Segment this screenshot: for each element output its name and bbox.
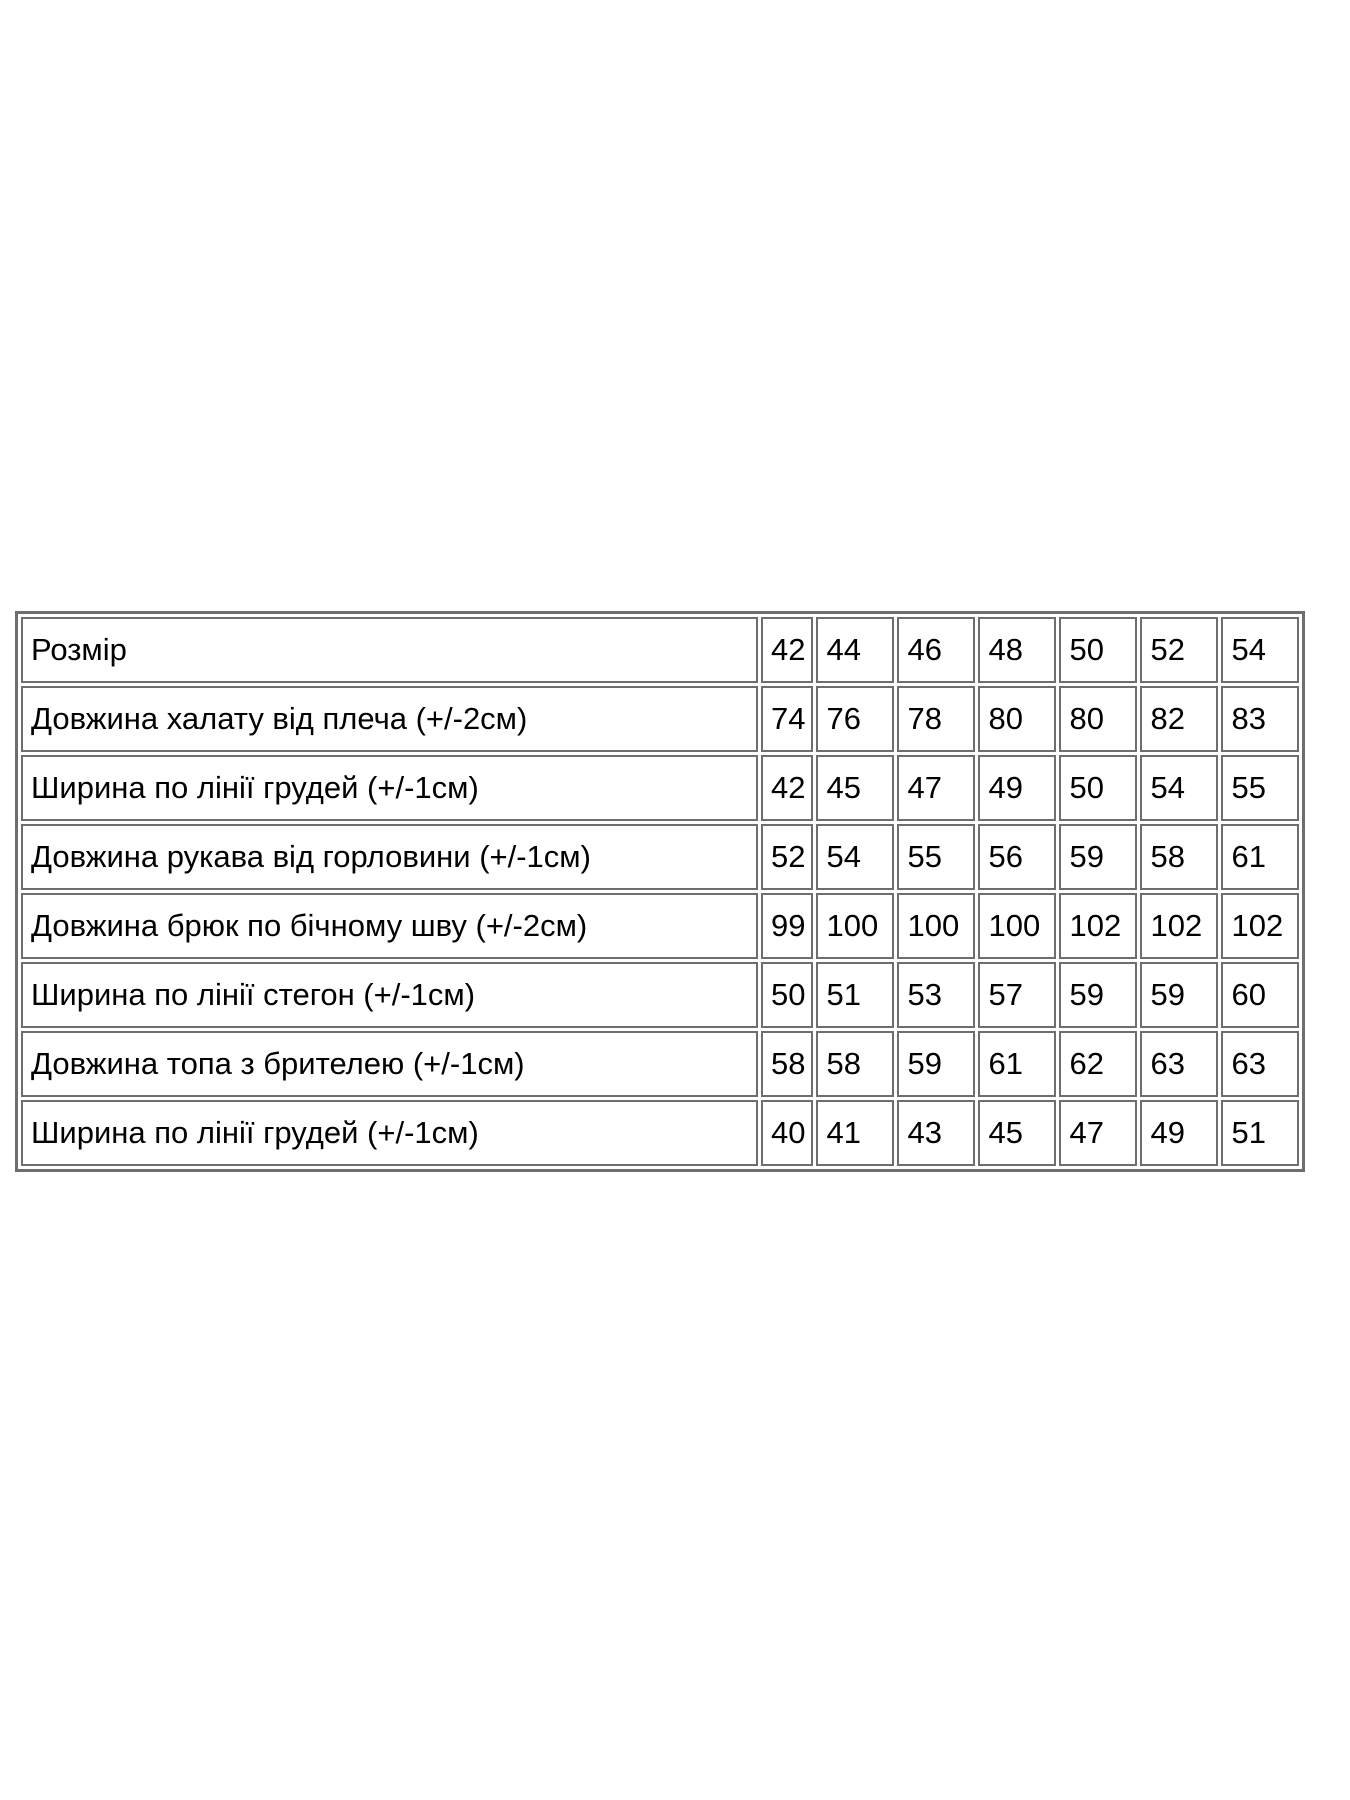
value-cell: 63 [1140,1031,1219,1097]
table-row-sleeve-length: Довжина рукава від горловини (+/-1см) 52… [21,824,1300,890]
row-label-top-length: Довжина топа з брителею (+/-1см) [21,1031,758,1097]
value-cell: 58 [1140,824,1219,890]
value-cell: 100 [978,893,1057,959]
value-cell: 45 [978,1100,1057,1166]
value-cell: 102 [1059,893,1138,959]
value-cell: 50 [761,962,814,1028]
value-cell: 62 [1059,1031,1138,1097]
value-cell: 76 [816,686,895,752]
value-cell: 60 [1221,962,1300,1028]
value-cell: 59 [1059,962,1138,1028]
row-label-robe-length: Довжина халату від плеча (+/-2см) [21,686,758,752]
value-cell: 50 [1059,755,1138,821]
row-label-sleeve-length: Довжина рукава від горловини (+/-1см) [21,824,758,890]
value-cell: 99 [761,893,814,959]
value-cell: 49 [1140,1100,1219,1166]
value-cell: 48 [978,617,1057,683]
row-label-size: Розмір [21,617,758,683]
value-cell: 42 [761,617,814,683]
value-cell: 59 [1059,824,1138,890]
value-cell: 51 [1221,1100,1300,1166]
table-row-top-chest-width: Ширина по лінії грудей (+/-1см) 40 41 43… [21,1100,1300,1166]
table-row-size: Розмір 42 44 46 48 50 52 54 [21,617,1300,683]
value-cell: 100 [897,893,976,959]
value-cell: 44 [816,617,895,683]
row-label-pants-length: Довжина брюк по бічному шву (+/-2см) [21,893,758,959]
value-cell: 40 [761,1100,814,1166]
value-cell: 80 [978,686,1057,752]
value-cell: 102 [1140,893,1219,959]
value-cell: 49 [978,755,1057,821]
value-cell: 63 [1221,1031,1300,1097]
value-cell: 51 [816,962,895,1028]
value-cell: 58 [761,1031,814,1097]
value-cell: 45 [816,755,895,821]
value-cell: 53 [897,962,976,1028]
table-row-top-length: Довжина топа з брителею (+/-1см) 58 58 5… [21,1031,1300,1097]
table-row-chest-width: Ширина по лінії грудей (+/-1см) 42 45 47… [21,755,1300,821]
value-cell: 55 [1221,755,1300,821]
value-cell: 55 [897,824,976,890]
value-cell: 54 [1140,755,1219,821]
value-cell: 58 [816,1031,895,1097]
value-cell: 57 [978,962,1057,1028]
value-cell: 52 [761,824,814,890]
value-cell: 100 [816,893,895,959]
row-label-top-chest-width: Ширина по лінії грудей (+/-1см) [21,1100,758,1166]
value-cell: 78 [897,686,976,752]
value-cell: 102 [1221,893,1300,959]
value-cell: 56 [978,824,1057,890]
table-row-hips-width: Ширина по лінії стегон (+/-1см) 50 51 53… [21,962,1300,1028]
value-cell: 41 [816,1100,895,1166]
table-row-robe-length: Довжина халату від плеча (+/-2см) 74 76 … [21,686,1300,752]
value-cell: 50 [1059,617,1138,683]
value-cell: 47 [897,755,976,821]
value-cell: 54 [1221,617,1300,683]
value-cell: 46 [897,617,976,683]
value-cell: 61 [1221,824,1300,890]
value-cell: 47 [1059,1100,1138,1166]
value-cell: 42 [761,755,814,821]
value-cell: 74 [761,686,814,752]
value-cell: 82 [1140,686,1219,752]
value-cell: 80 [1059,686,1138,752]
value-cell: 54 [816,824,895,890]
table-row-pants-length: Довжина брюк по бічному шву (+/-2см) 99 … [21,893,1300,959]
value-cell: 83 [1221,686,1300,752]
value-cell: 59 [897,1031,976,1097]
value-cell: 43 [897,1100,976,1166]
row-label-chest-width: Ширина по лінії грудей (+/-1см) [21,755,758,821]
size-chart-table: Розмір 42 44 46 48 50 52 54 Довжина хала… [15,611,1306,1172]
row-label-hips-width: Ширина по лінії стегон (+/-1см) [21,962,758,1028]
value-cell: 59 [1140,962,1219,1028]
value-cell: 52 [1140,617,1219,683]
value-cell: 61 [978,1031,1057,1097]
